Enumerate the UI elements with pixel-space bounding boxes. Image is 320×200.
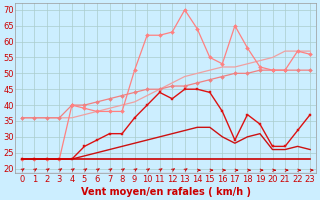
- X-axis label: Vent moyen/en rafales ( km/h ): Vent moyen/en rafales ( km/h ): [81, 187, 251, 197]
